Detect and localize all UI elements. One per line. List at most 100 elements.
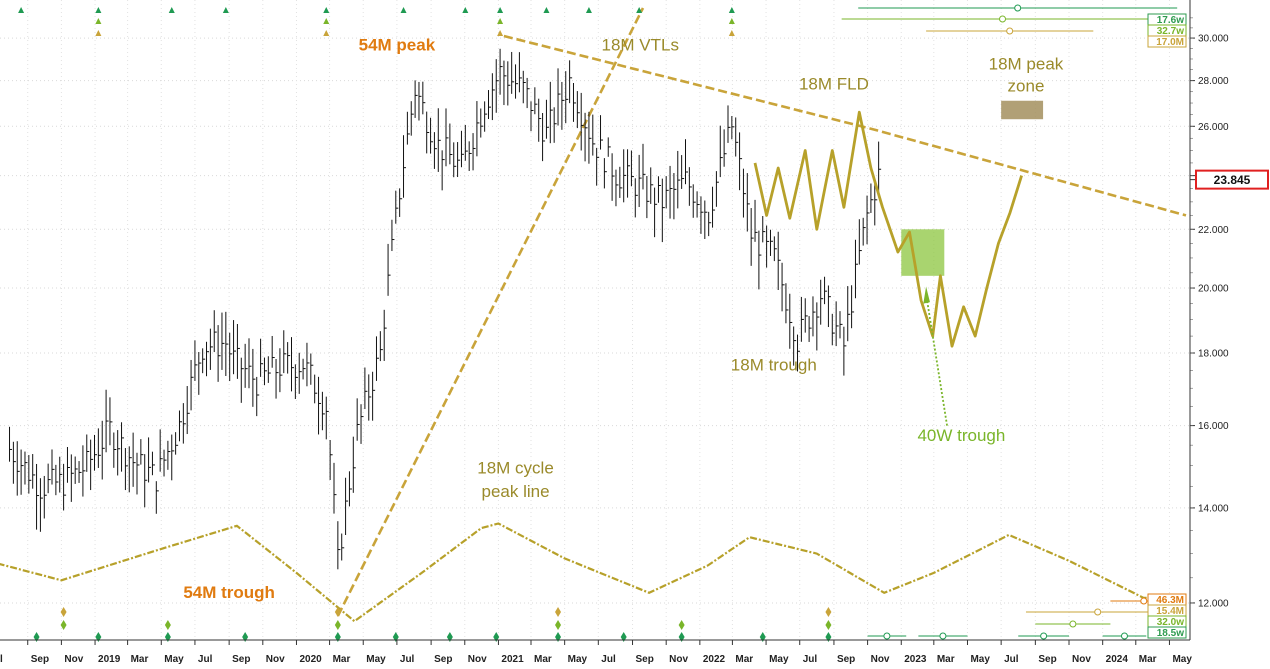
annotation-label: 18M cycle (477, 459, 554, 478)
cycle-marker-top (585, 7, 592, 13)
x-tick-label: Sep (232, 654, 250, 665)
y-tick-label: 14.000 (1198, 503, 1229, 514)
x-tick-label: Nov (1072, 654, 1091, 665)
x-tick-label: Sep (1038, 654, 1056, 665)
y-tick-label: 12.000 (1198, 598, 1229, 609)
trough-zone-box (901, 229, 945, 276)
x-tick-label: Sep (636, 654, 654, 665)
cycle-marker-bottom (825, 607, 832, 617)
cycle-peak-line-layer (0, 522, 1178, 623)
x-tick-label: 2024 (1106, 654, 1129, 665)
vtl-layer (336, 7, 1187, 617)
cycle-marker-bottom (60, 607, 67, 617)
x-tick-label: Sep (31, 654, 49, 665)
fld-layer (753, 110, 1023, 348)
x-tick-label: 2020 (299, 654, 322, 665)
x-tick-label: Mar (333, 654, 351, 665)
x-tick-label: Sep (434, 654, 452, 665)
x-tick-label: May (366, 654, 386, 665)
cycle-marker-bottom (164, 620, 171, 630)
projection-circle-bottom (1069, 620, 1077, 628)
cycle-marker-top (636, 7, 643, 13)
annotation-label: zone (1008, 77, 1045, 96)
x-tick-label: Mar (1139, 654, 1157, 665)
x-tick-label: May (568, 654, 588, 665)
cycle-length-label: 17.0M (1156, 37, 1184, 48)
cycle-length-box (1147, 626, 1187, 639)
annotation-label: 54M peak (359, 36, 436, 55)
x-tick-label: 2019 (98, 654, 121, 665)
cycle-marker-top (95, 30, 102, 36)
x-tick-label: May (769, 654, 789, 665)
cycle-peak-line (0, 522, 1178, 623)
y-tick-label: 30.000 (1198, 34, 1229, 45)
x-tick-label: Nov (468, 654, 487, 665)
x-tick-label: May (970, 654, 990, 665)
y-tick-label: 20.000 (1198, 284, 1229, 295)
x-tick-label: May (1172, 654, 1192, 665)
projection-circle-bottom (1140, 597, 1148, 605)
projection-circle-bottom (939, 632, 947, 640)
cycle-marker-top (95, 18, 102, 24)
cycle-marker-top (323, 7, 330, 13)
cycle-marker-top (323, 18, 330, 24)
cycle-marker-top (497, 7, 504, 13)
cycle-marker-bottom (60, 620, 67, 630)
x-tick-label: May (164, 654, 184, 665)
x-tick-label: 2023 (904, 654, 927, 665)
cycle-length-label: 18.5w (1157, 628, 1184, 639)
projection-circle-top (999, 15, 1007, 23)
y-tick-label: 16.000 (1198, 421, 1229, 432)
x-tick-label: Jul (400, 654, 415, 665)
x-tick-label: Mar (131, 654, 149, 665)
cycle-marker-bottom (678, 620, 685, 630)
last-price-label: 23.845 (1214, 173, 1251, 187)
projection-circle-top (1014, 4, 1022, 12)
y-tick-label: 28.000 (1198, 76, 1229, 87)
x-tick-label: Jul (198, 654, 213, 665)
x-tick-label: Mar (534, 654, 552, 665)
x-tick-label: Nov (669, 654, 688, 665)
x-tick-label: Nov (64, 654, 83, 665)
last-price-box (1195, 169, 1269, 190)
annotation-label: 18M trough (731, 355, 817, 374)
cycle-marker-top (728, 30, 735, 36)
x-tick-label: Mar (735, 654, 753, 665)
cycle-marker-top (222, 7, 229, 13)
annotations-layer: 54M peak 54M trough 18M VTLs 18M FLD 18M pea… (183, 36, 1063, 602)
cycle-marker-bottom (825, 620, 832, 630)
cycle-length-label: 17.6w (1157, 15, 1184, 26)
cycle-length-label: 32.7w (1157, 26, 1184, 37)
cycle-marker-top (728, 18, 735, 24)
cycle-marker-bottom (334, 607, 341, 617)
fld-line (753, 110, 1023, 348)
cycle-marker-top (462, 7, 469, 13)
x-tick-label: Sep (837, 654, 855, 665)
annotation-label: 18M peak (989, 55, 1064, 74)
cycle-length-label: 15.4M (1156, 606, 1184, 617)
vtl-line-ascending (336, 7, 645, 617)
trough-arrow-head (923, 286, 930, 304)
x-tick-label: 2022 (703, 654, 726, 665)
cycle-length-box (1147, 35, 1187, 48)
projection-circle-top (1006, 27, 1014, 35)
annotation-label: 40W trough (917, 426, 1005, 445)
annotation-label: 54M trough (183, 583, 275, 602)
zones-layer (901, 100, 1044, 276)
peak-zone-box (1001, 100, 1044, 120)
x-tick-label: Nov (871, 654, 890, 665)
projection-circle-bottom (1094, 608, 1102, 616)
x-tick-label: Mar (937, 654, 955, 665)
y-tick-label: 26.000 (1198, 122, 1229, 133)
annotation-label: 18M VTLs (602, 36, 679, 55)
x-edge-label: l (0, 654, 3, 665)
cycle-length-label: 32.0w (1157, 617, 1184, 628)
cycle-marker-top (95, 7, 102, 13)
annotation-label: 18M FLD (799, 74, 869, 93)
cycle-marker-bottom (334, 620, 341, 630)
cycle-marker-top (728, 7, 735, 13)
projection-circle-bottom (883, 632, 891, 640)
